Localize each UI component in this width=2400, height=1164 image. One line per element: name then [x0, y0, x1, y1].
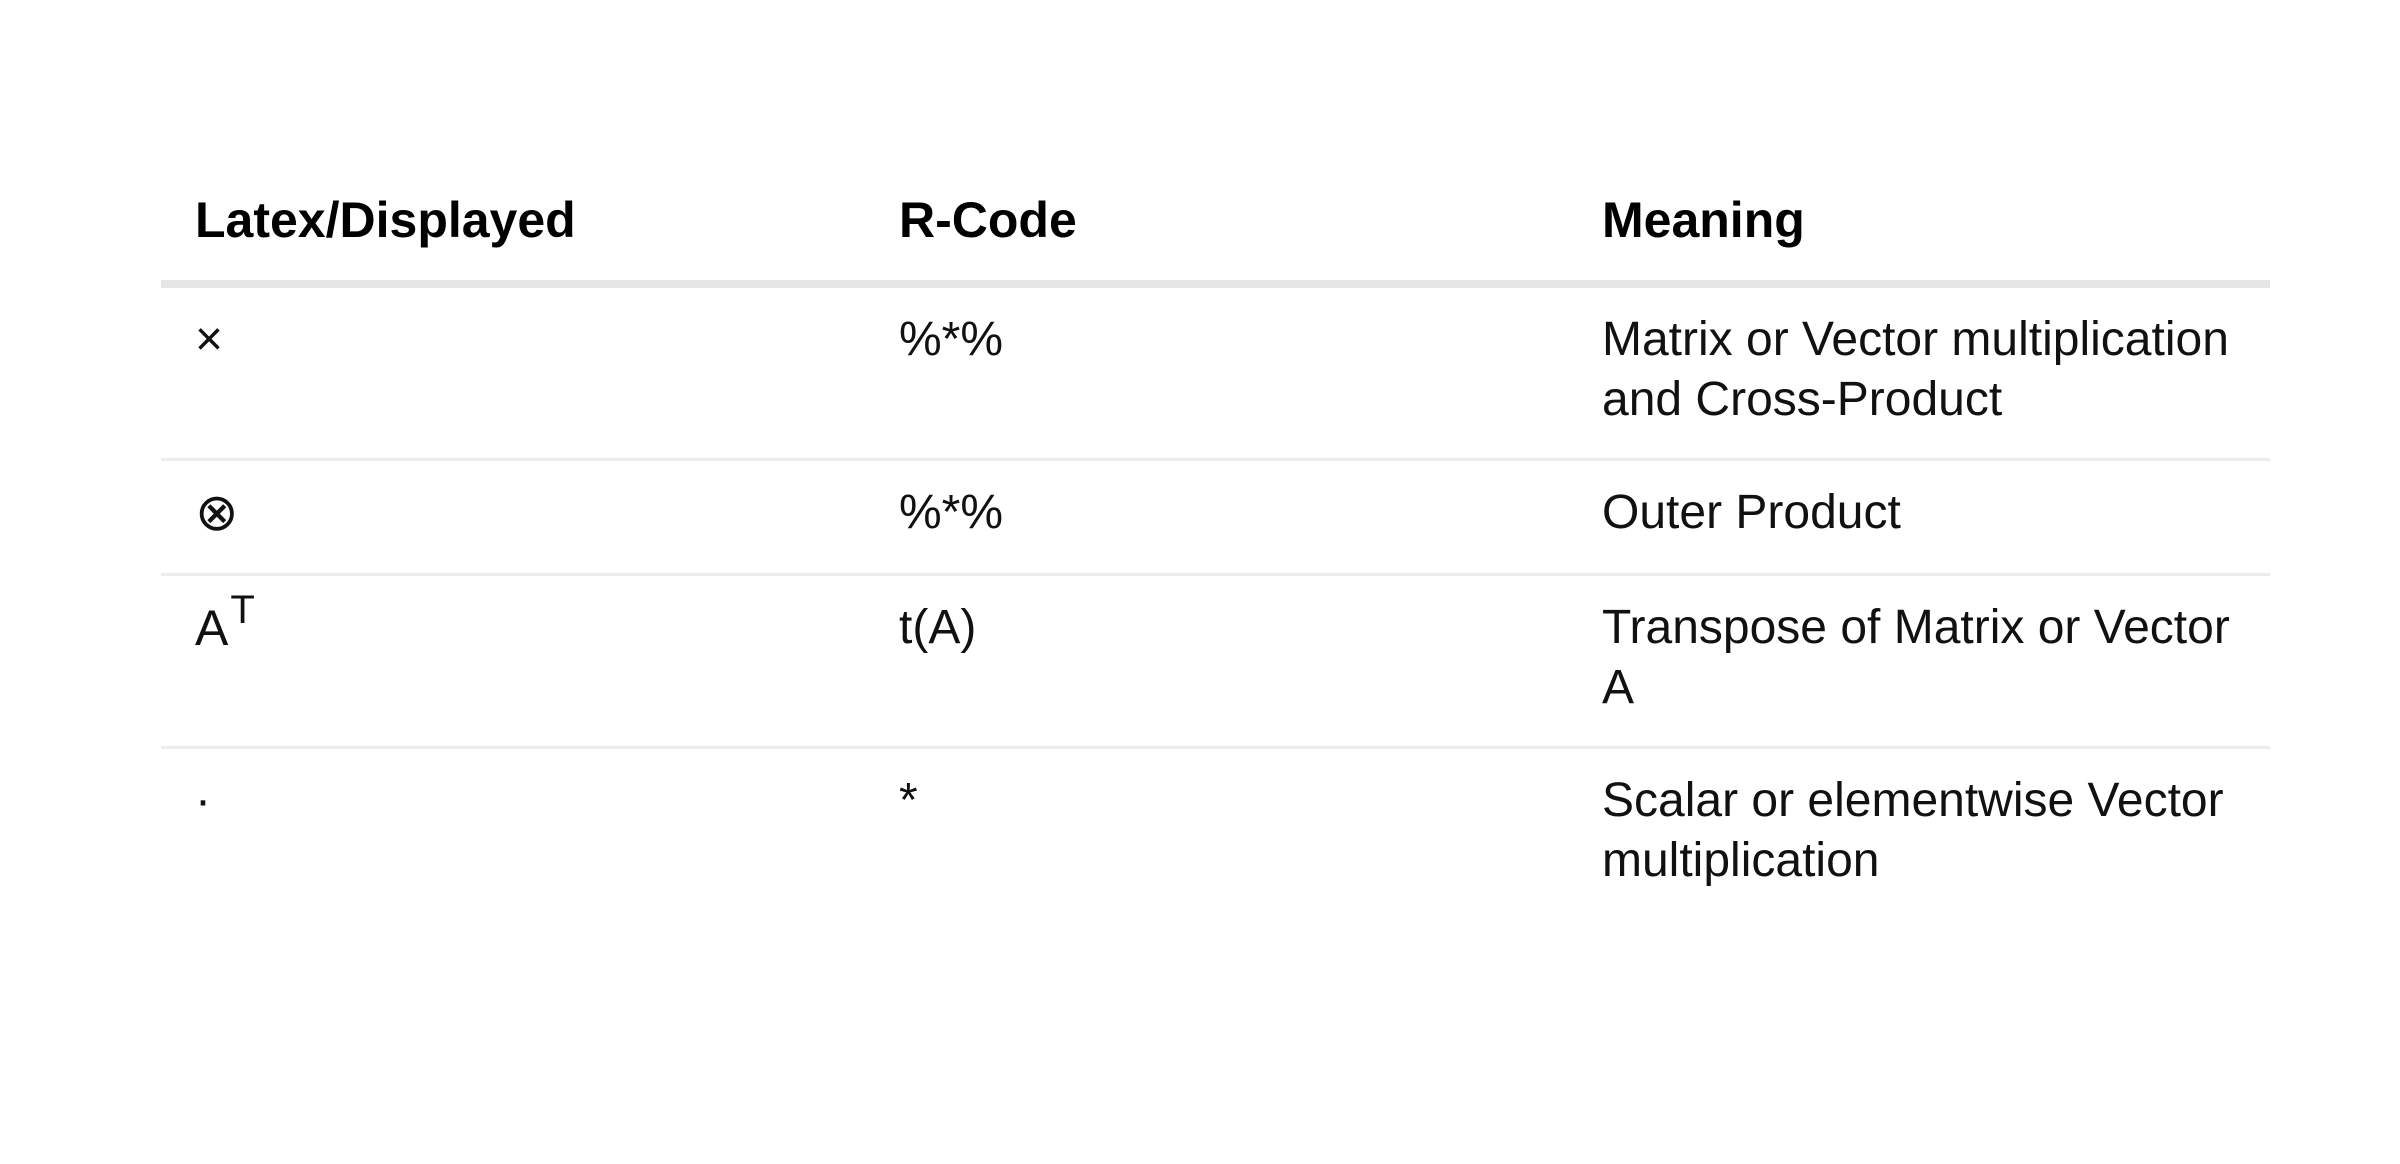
dot-symbol: · [195, 774, 211, 827]
table-body: × %*% Matrix or Vector multiplication an… [161, 284, 2270, 919]
notation-table: Latex/Displayed R-Code Meaning × %*% Mat… [161, 170, 2270, 919]
header-row: Latex/Displayed R-Code Meaning [161, 170, 2270, 288]
table-row: × %*% Matrix or Vector multiplication an… [161, 284, 2270, 461]
header-latex-displayed: Latex/Displayed [161, 170, 865, 288]
table-row: ⊗ %*% Outer Product [161, 459, 2270, 576]
table-row: · * Scalar or elementwise Vector multipl… [161, 748, 2270, 920]
otimes-symbol: ⊗ [195, 483, 239, 543]
meaning-cell: Scalar or elementwise Vector multiplicat… [1602, 774, 2224, 887]
times-symbol: × [195, 313, 224, 366]
code-cell: %*% [865, 284, 1568, 461]
code-cell: * [899, 774, 918, 827]
code-cell: t(A) [865, 574, 1568, 749]
notation-table-container: Latex/Displayed R-Code Meaning × %*% Mat… [161, 170, 2270, 919]
symbol-cell: AT [161, 574, 865, 749]
header-meaning: Meaning [1568, 170, 2270, 288]
header-r-code: R-Code [865, 170, 1568, 288]
meaning-cell: Matrix or Vector multiplication and Cros… [1568, 284, 2270, 461]
symbol-cell: ⊗ [161, 459, 865, 576]
transpose-symbol-base: A [195, 600, 229, 656]
meaning-cell: Outer Product [1568, 459, 2270, 576]
symbol-cell: · [161, 748, 865, 920]
transpose-symbol-superscript: T [230, 588, 255, 632]
symbol-cell: × [161, 284, 865, 461]
code-cell: %*% [865, 459, 1568, 576]
table-row: AT t(A) Transpose of Matrix or Vector A [161, 574, 2270, 749]
meaning-cell: Transpose of Matrix or Vector A [1568, 574, 2270, 749]
table-header: Latex/Displayed R-Code Meaning [161, 170, 2270, 288]
